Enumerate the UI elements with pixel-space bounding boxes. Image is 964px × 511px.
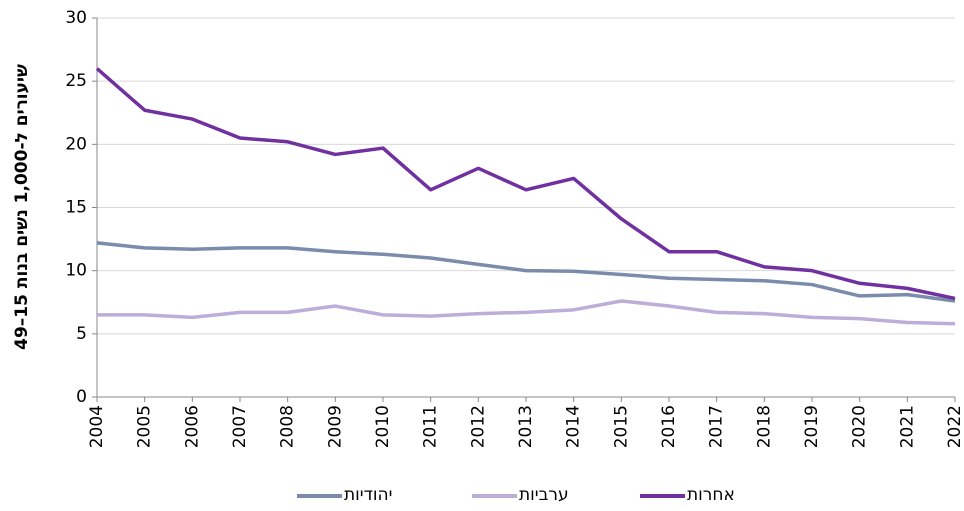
y-tick-label: 20 xyxy=(65,134,87,154)
x-tick-label: 2005 xyxy=(135,405,155,448)
y-tick-label: 30 xyxy=(65,8,87,28)
x-tick-label: 2011 xyxy=(421,405,441,448)
series-line xyxy=(97,299,956,326)
legend-label: ערביות xyxy=(519,485,569,505)
x-tick-label: 2017 xyxy=(707,405,727,448)
series-line xyxy=(96,241,956,303)
x-tick-label: 2021 xyxy=(897,405,917,448)
x-tick-label: 2009 xyxy=(325,405,345,448)
x-tick-label: 2007 xyxy=(230,405,250,448)
x-tick-label: 2012 xyxy=(468,405,488,448)
x-tick-label: 2006 xyxy=(182,405,202,448)
legend-label: יהודיות xyxy=(344,485,392,505)
x-tick-label: 2016 xyxy=(659,405,679,448)
x-tick-label: 2013 xyxy=(516,405,536,448)
y-tick-label: 15 xyxy=(65,198,87,218)
x-tick-label: 2008 xyxy=(278,405,298,448)
x-tick-label: 2004 xyxy=(87,405,107,448)
series-line xyxy=(95,67,956,301)
y-tick-label: 25 xyxy=(65,71,87,91)
x-tick-label: 2010 xyxy=(373,405,393,448)
legend-label: אחרות xyxy=(687,485,735,505)
x-tick-label: 2020 xyxy=(850,405,870,448)
x-tick-label: 2018 xyxy=(754,405,774,448)
x-tick-label: 2022 xyxy=(945,405,964,448)
x-tick-label: 2019 xyxy=(802,405,822,448)
y-axis-label: שיעורים ל-1,000 נשים בנות 15–49 xyxy=(12,64,32,350)
x-tick-label: 2015 xyxy=(611,405,631,448)
y-tick-label: 5 xyxy=(76,324,87,344)
x-tick-label: 2014 xyxy=(564,405,584,448)
y-tick-label: 10 xyxy=(65,261,87,281)
y-tick-label: 0 xyxy=(76,387,87,407)
